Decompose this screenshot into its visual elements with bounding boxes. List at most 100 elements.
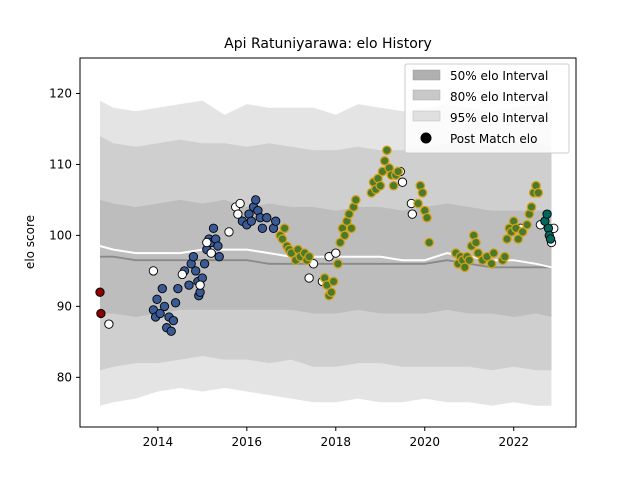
data-point-s1-10	[170, 298, 181, 308]
data-point-s1-38	[262, 213, 272, 223]
data-point-s3-38	[393, 166, 403, 177]
data-point-s1-5	[159, 301, 170, 312]
y-tick-label-110: 110	[49, 157, 72, 171]
data-point-s1-11	[173, 283, 183, 294]
data-point-s1-8	[166, 326, 176, 336]
interval-bands	[100, 100, 552, 406]
data-point-s1-40	[271, 216, 281, 226]
data-point-s1-28	[214, 252, 224, 262]
data-point-s1-2	[152, 294, 162, 304]
data-point-s0-1	[96, 308, 106, 319]
data-point-s2-0	[104, 319, 114, 329]
data-point-s2-5	[206, 248, 216, 258]
data-point-s2-4	[202, 237, 212, 248]
x-tick-label-2016: 2016	[232, 435, 263, 449]
x-tick-label-2014: 2014	[143, 435, 174, 449]
data-point-s1-16	[191, 266, 201, 276]
data-point-s3-11	[304, 251, 314, 262]
data-point-s3-18	[335, 237, 346, 248]
data-point-s3-16	[328, 276, 339, 287]
data-point-s1-13	[184, 280, 194, 290]
legend-marker-post-match	[420, 132, 432, 144]
data-point-s2-18	[407, 209, 417, 219]
data-point-s3-30	[375, 180, 386, 191]
data-point-s2-2	[177, 269, 187, 280]
legend: 50% elo Interval 80% elo Interval 95% el…	[404, 63, 570, 154]
data-point-s2-8	[233, 209, 243, 219]
y-axis: 80 90 100 110 120	[49, 86, 80, 384]
data-point-s3-23	[346, 223, 357, 234]
data-point-s3-59	[488, 248, 499, 258]
data-point-s1-27	[213, 241, 223, 251]
y-tick-label-100: 100	[49, 228, 72, 242]
data-point-s1-32	[246, 216, 256, 226]
data-point-s3-39	[413, 198, 423, 209]
x-tick-label-2018: 2018	[321, 435, 352, 449]
legend-label-50: 50% elo Interval	[450, 69, 548, 83]
plot-area	[95, 100, 559, 406]
legend-label-post-match: Post Match elo	[450, 132, 537, 146]
data-point-s3-68	[517, 227, 528, 237]
data-point-s3-44	[424, 237, 435, 248]
legend-swatch-95	[412, 110, 441, 122]
data-point-s3-71	[526, 202, 537, 212]
data-point-s3-36	[388, 180, 399, 191]
y-tick-label-90: 90	[57, 299, 72, 313]
data-point-s4-4	[545, 234, 556, 244]
data-point-s3-43	[422, 212, 432, 223]
data-point-s3-62	[502, 234, 512, 244]
x-tick-label-2022: 2022	[498, 435, 529, 449]
data-point-s2-6	[224, 227, 234, 237]
data-point-s3-69	[522, 219, 532, 230]
data-point-s1-4	[157, 283, 167, 294]
data-point-s4-1	[542, 209, 552, 219]
legend-label-95: 95% elo Interval	[450, 111, 548, 125]
data-point-s3-49	[459, 262, 470, 273]
data-point-s1-21	[199, 259, 210, 269]
data-point-s3-25	[350, 195, 361, 205]
data-point-s3-1	[277, 234, 288, 244]
x-tick-label-2020: 2020	[409, 435, 440, 449]
data-point-s3-55	[473, 248, 483, 258]
x-axis: 2014 2016 2018 2020 2022	[143, 427, 529, 449]
data-point-s3-17	[333, 258, 343, 269]
data-point-s2-3	[195, 280, 205, 290]
y-axis-title: elo score	[23, 215, 37, 269]
data-point-s3-74	[533, 187, 544, 198]
legend-swatch-80	[412, 89, 441, 101]
legend-label-80: 80% elo Interval	[450, 90, 548, 104]
y-tick-label-80: 80	[57, 370, 72, 384]
data-point-s2-16	[397, 177, 408, 187]
data-point-s3-61	[499, 251, 510, 262]
data-point-s2-9	[235, 198, 245, 209]
data-point-s3-58	[486, 258, 497, 269]
data-point-s1-34	[251, 195, 261, 205]
data-point-s3-54	[471, 237, 481, 248]
data-point-s2-11	[304, 273, 314, 283]
data-point-s0-0	[95, 287, 105, 297]
y-tick-label-120: 120	[49, 86, 72, 100]
data-point-s1-15	[188, 252, 199, 262]
data-point-s3-22	[344, 209, 354, 219]
median-line	[100, 255, 552, 269]
data-point-s1-9	[168, 315, 179, 326]
data-point-s3-32	[379, 156, 390, 166]
plot-frame	[79, 57, 577, 428]
data-point-s3-33	[382, 145, 392, 156]
data-point-s3-2	[279, 223, 290, 234]
data-point-s3-20	[339, 230, 350, 241]
data-point-s1-25	[208, 223, 219, 233]
data-point-s1-37	[257, 223, 268, 233]
data-point-s1-3	[155, 308, 165, 319]
data-point-s2-1	[148, 266, 159, 276]
legend-box	[404, 63, 570, 154]
data-point-s3-67	[513, 234, 524, 244]
data-point-s3-41	[417, 187, 428, 198]
data-point-s3-51	[464, 255, 475, 266]
legend-swatch-50	[412, 69, 441, 81]
post-match-points	[95, 145, 559, 336]
chart-title: Api Ratuniyarawa: elo History	[224, 36, 432, 52]
data-point-s2-14	[331, 248, 341, 258]
data-point-s3-15	[326, 287, 337, 298]
